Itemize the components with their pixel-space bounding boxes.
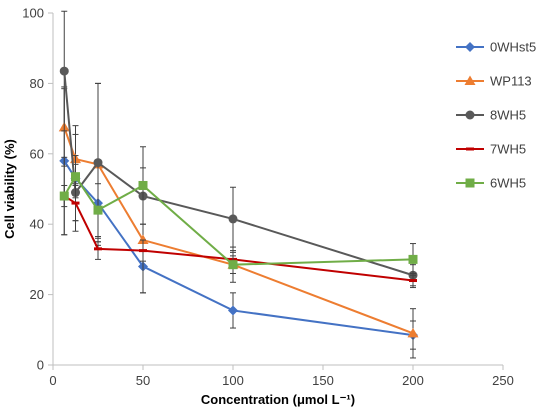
data-point-marker (93, 158, 103, 168)
legend-item-0WHst5: 0WHst5 (456, 40, 536, 55)
data-point-marker (93, 205, 103, 215)
data-point-marker (409, 279, 417, 283)
data-point-marker (137, 234, 149, 245)
data-point-marker (139, 249, 147, 253)
legend-marker (465, 110, 475, 120)
x-tick-label: 200 (402, 373, 424, 388)
legend-item-WP113: WP113 (456, 74, 532, 89)
legend-label: 0WHst5 (490, 40, 536, 55)
data-point-marker (228, 305, 238, 316)
x-tick-label: 150 (312, 373, 334, 388)
x-tick-label: 0 (49, 373, 56, 388)
legend: 0WHst5 WP113 8WH5 7WH5 6WH5 (456, 40, 536, 191)
y-axis-title: Cell viability (%) (2, 139, 17, 239)
legend-marker (464, 75, 476, 85)
series-0WHst5 (59, 86, 418, 350)
x-tick-label: 100 (222, 373, 244, 388)
series-8WH5 (59, 10, 418, 287)
legend-item-8WH5: 8WH5 (456, 108, 526, 123)
data-point-marker (59, 191, 69, 201)
y-tick-label: 60 (30, 146, 44, 161)
x-tick-label: 250 (492, 373, 514, 388)
data-point-marker (94, 247, 102, 251)
series-line (63, 70, 414, 277)
legend-marker (465, 178, 475, 188)
legend-marker (465, 42, 475, 52)
legend-label: 8WH5 (490, 108, 526, 123)
y-tick-label: 20 (30, 287, 44, 302)
y-tick-label: 80 (30, 76, 44, 91)
x-axis-ticks: 0 50 100 150 200 250 (49, 365, 514, 388)
legend-item-6WH5: 6WH5 (456, 176, 526, 191)
series-layer (58, 10, 419, 359)
data-point-marker (59, 66, 69, 76)
y-tick-label: 0 (37, 358, 44, 373)
x-tick-label: 50 (136, 373, 150, 388)
data-point-marker (407, 327, 419, 338)
data-point-marker (71, 201, 80, 205)
legend-label: 6WH5 (490, 176, 526, 191)
data-point-marker (71, 172, 80, 182)
series-line (63, 160, 414, 337)
data-point-marker (228, 214, 238, 224)
data-point-marker (228, 260, 238, 270)
y-axis-ticks: 0 20 40 60 80 100 (22, 6, 53, 373)
series-6WH5 (59, 146, 418, 276)
legend-item-7WH5: 7WH5 (456, 142, 526, 157)
y-tick-label: 40 (30, 217, 44, 232)
legend-marker (466, 147, 474, 151)
y-tick-label: 100 (22, 6, 44, 21)
x-axis-title: Concentration (μmol L⁻¹) (201, 392, 355, 407)
legend-label: WP113 (490, 74, 532, 89)
plot-area: 0 20 40 60 80 100 0 50 100 150 200 250 (22, 6, 514, 389)
legend-label: 7WH5 (490, 142, 526, 157)
data-point-marker (408, 254, 418, 264)
series-line (63, 127, 414, 335)
data-point-marker (138, 180, 148, 190)
